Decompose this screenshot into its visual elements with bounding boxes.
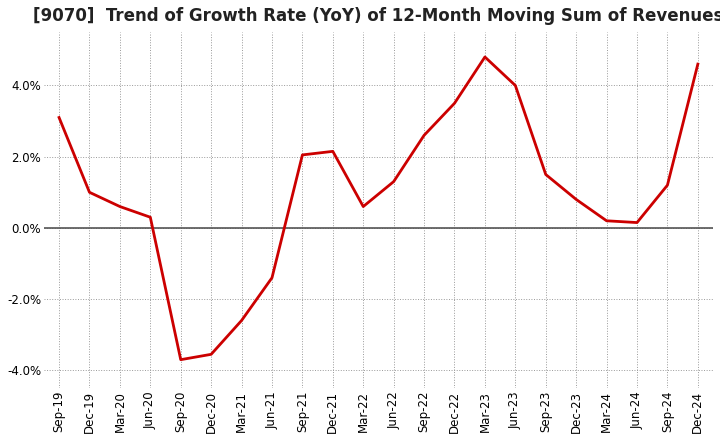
Title: [9070]  Trend of Growth Rate (YoY) of 12-Month Moving Sum of Revenues: [9070] Trend of Growth Rate (YoY) of 12-… — [33, 7, 720, 25]
